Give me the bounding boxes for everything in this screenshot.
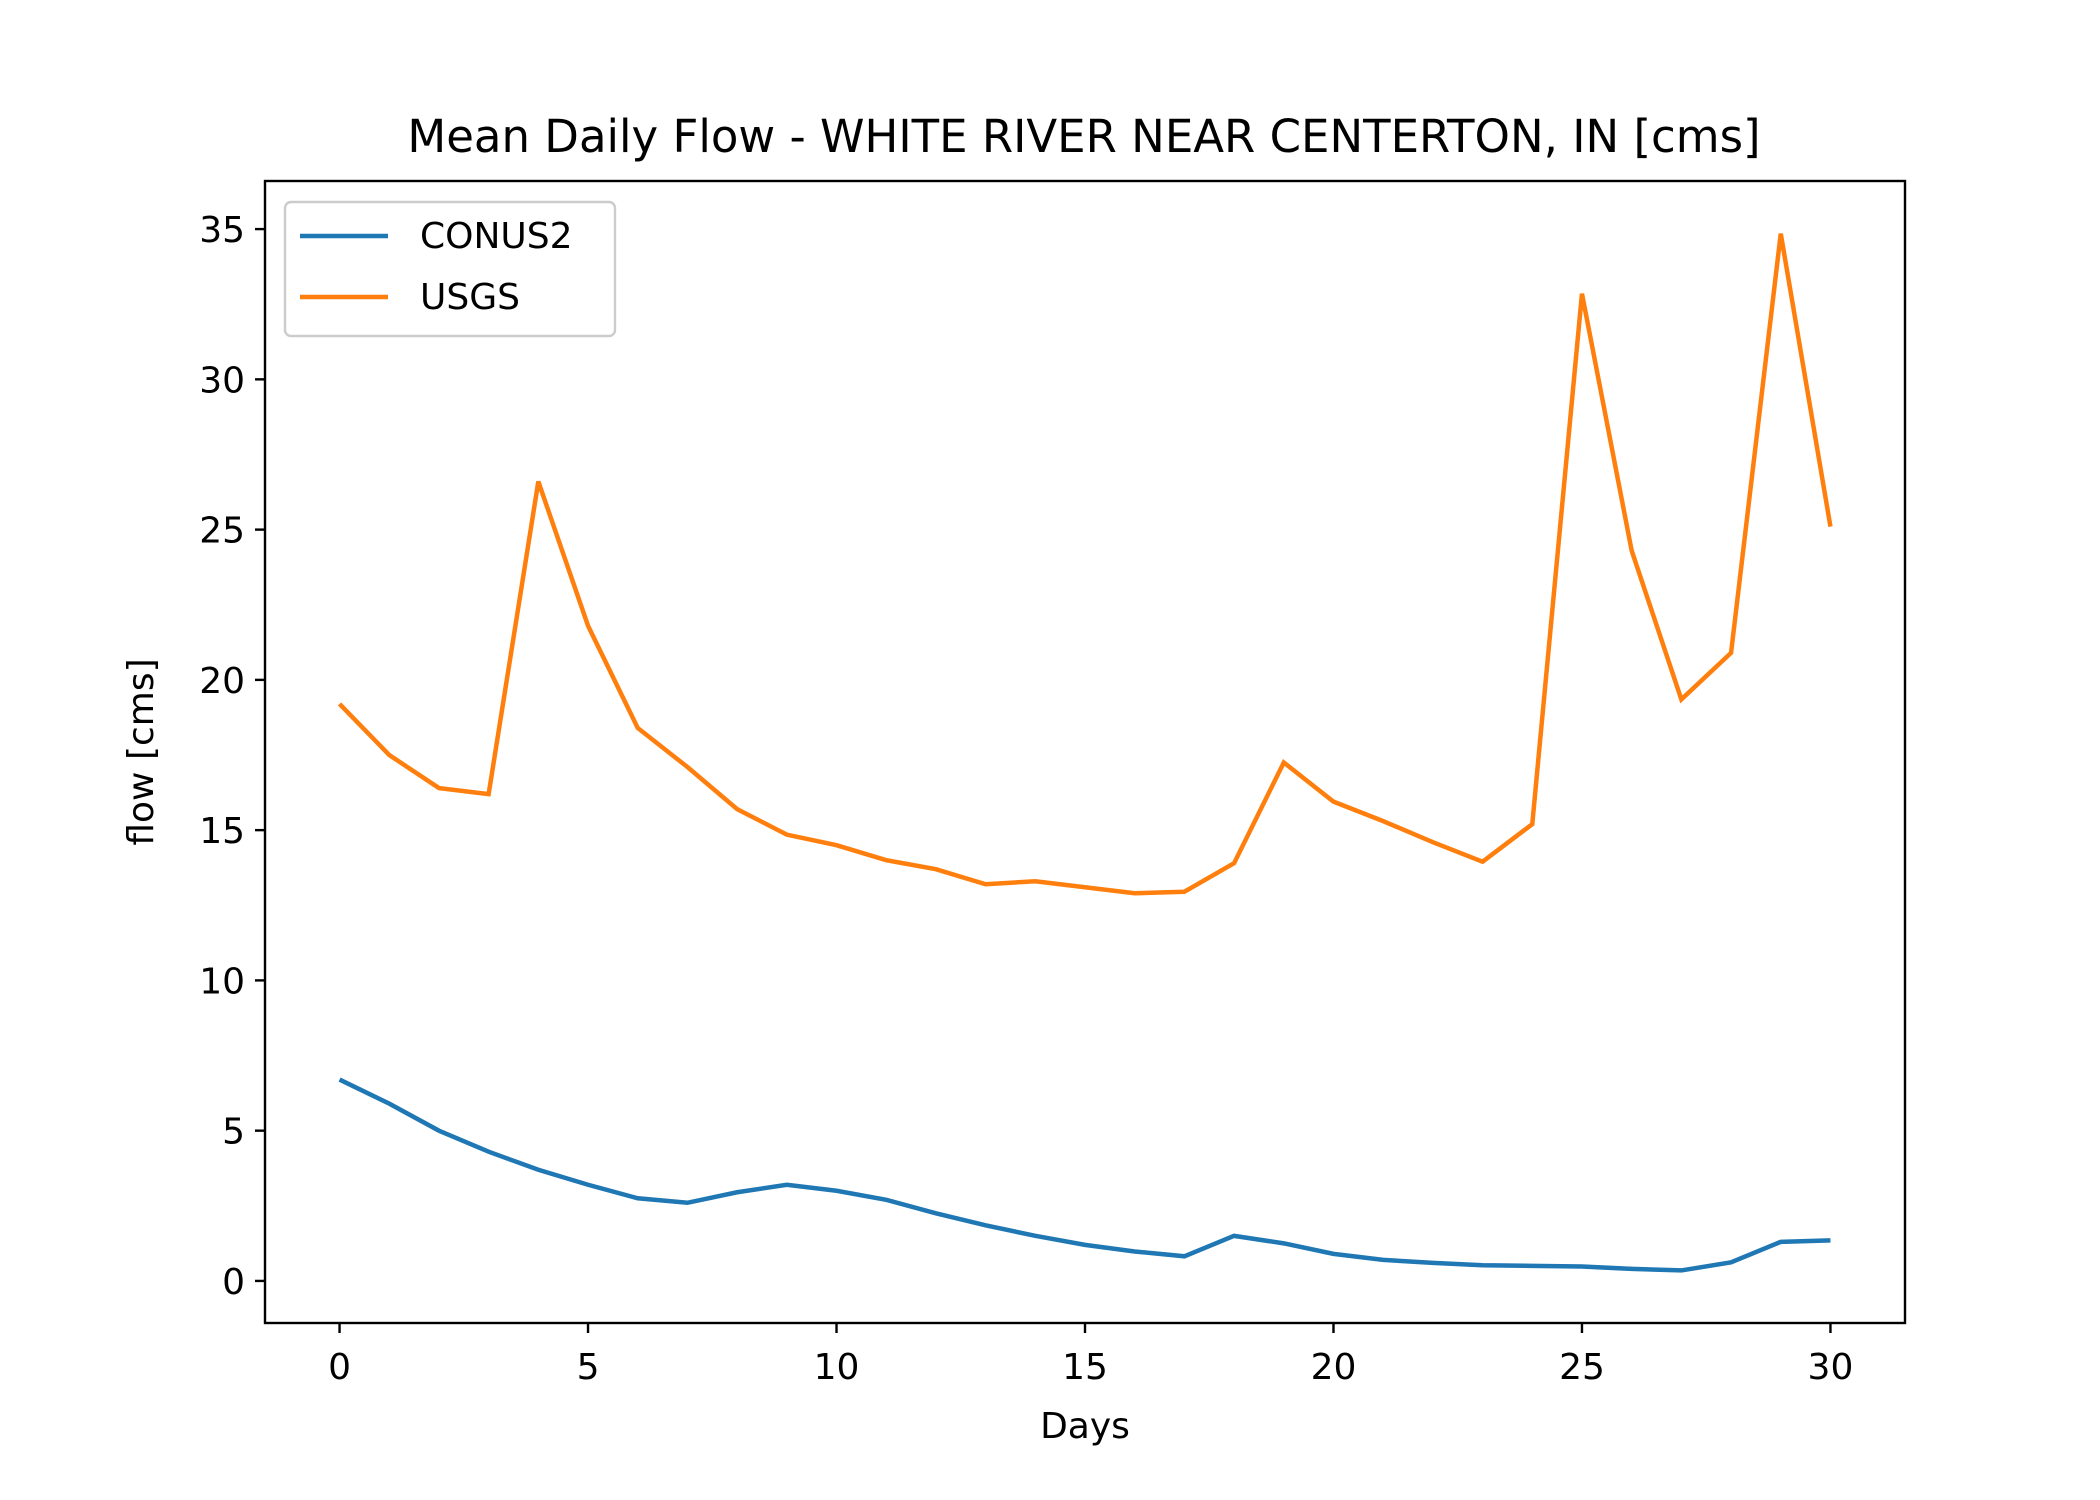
x-tick-label: 15 (1062, 1347, 1108, 1388)
x-tick-label: 5 (577, 1347, 600, 1388)
x-tick-label: 0 (328, 1347, 351, 1388)
y-tick-label: 0 (222, 1262, 245, 1303)
series-line-usgs (337, 233, 1833, 896)
y-tick-label: 25 (199, 511, 245, 552)
y-tick-label: 20 (199, 661, 245, 702)
x-tick-label: 30 (1808, 1347, 1854, 1388)
x-tick-label: 25 (1559, 1347, 1605, 1388)
series-line-conus2 (338, 1077, 1831, 1273)
x-tick-label: 10 (814, 1347, 860, 1388)
x-tick-label: 20 (1311, 1347, 1357, 1388)
legend-label-usgs: USGS (420, 277, 520, 318)
legend-label-conus2: CONUS2 (420, 216, 573, 257)
chart-title: Mean Daily Flow - WHITE RIVER NEAR CENTE… (407, 110, 1760, 163)
x-axis-label: Days (1040, 1406, 1130, 1447)
y-tick-label: 15 (199, 811, 245, 852)
series-lines (337, 233, 1833, 1273)
y-axis-label: flow [cms] (121, 658, 162, 845)
y-tick-label: 35 (199, 210, 245, 251)
y-tick-label: 10 (199, 961, 245, 1002)
x-axis-ticks: 0 5 10 15 20 25 30 (328, 1323, 1853, 1388)
y-tick-label: 5 (222, 1112, 245, 1153)
y-axis-ticks: 0 5 10 15 20 25 30 35 (199, 210, 265, 1303)
y-tick-label: 30 (199, 360, 245, 401)
legend: CONUS2 USGS (283, 200, 617, 338)
plot-frame (263, 179, 1907, 1325)
